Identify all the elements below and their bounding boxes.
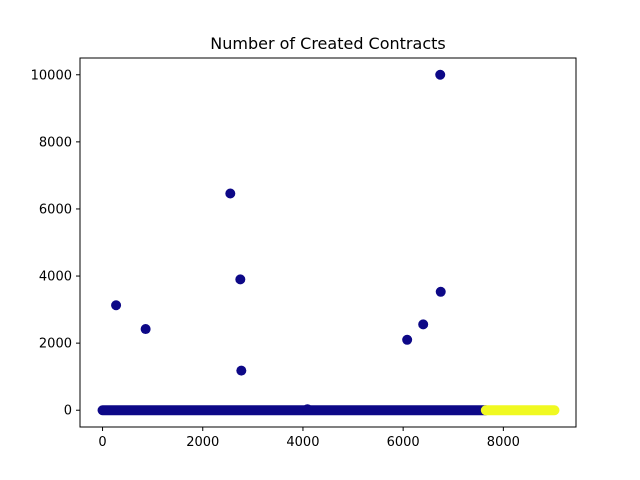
data-point-cluster_0-1 (140, 324, 151, 335)
chart-title: Number of Created Contracts (210, 34, 445, 53)
y-tick-label: 2000 (39, 337, 72, 352)
points-layer (97, 69, 560, 416)
data-point-cluster_0-3 (235, 274, 246, 285)
x-tick-label: 2000 (186, 435, 219, 450)
x-tick-label: 4000 (286, 435, 319, 450)
y-tick-label: 4000 (39, 270, 72, 285)
y-tick-label: 6000 (39, 202, 72, 217)
point-band-cluster_1 (480, 405, 560, 416)
data-point-cluster_0-5 (302, 404, 313, 415)
y-tick-label: 0 (64, 404, 72, 419)
x-tick-label: 0 (98, 435, 106, 450)
data-point-cluster_0-2 (225, 188, 236, 199)
y-axis: 0 2000 4000 6000 8000 10000 (31, 68, 80, 419)
data-point-cluster_0-6 (402, 334, 413, 345)
data-point-cluster_0-8 (435, 69, 446, 80)
data-point-cluster_0-9 (435, 286, 446, 297)
data-point-cluster_0-7 (418, 319, 429, 330)
y-tick-label: 8000 (39, 135, 72, 150)
x-tick-label: 6000 (387, 435, 420, 450)
x-tick-label: 8000 (487, 435, 520, 450)
point-band-cluster_0 (97, 405, 491, 416)
y-tick-label: 10000 (31, 68, 72, 83)
data-point-cluster_0-4 (236, 365, 247, 376)
data-point-cluster_0-0 (111, 300, 122, 311)
plot-frame (79, 57, 577, 428)
x-axis: 0 2000 4000 6000 8000 (98, 427, 520, 450)
